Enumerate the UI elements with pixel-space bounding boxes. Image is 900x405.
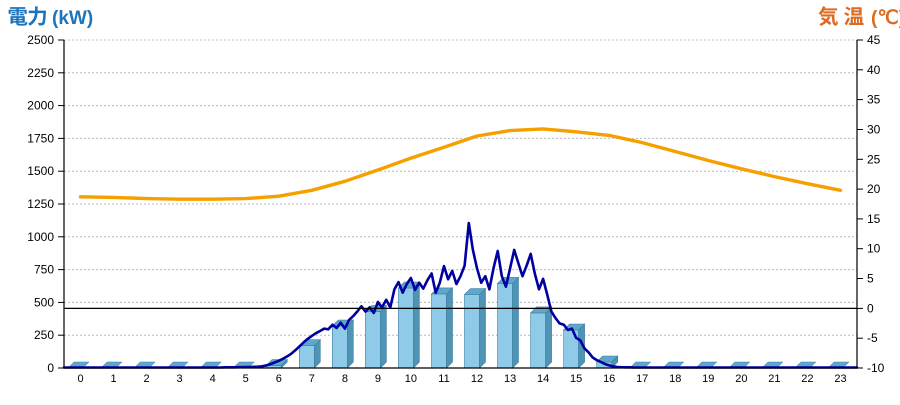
svg-text:1000: 1000 — [27, 230, 54, 244]
svg-text:7: 7 — [309, 373, 315, 385]
svg-text:45: 45 — [867, 33, 881, 47]
svg-text:2500: 2500 — [27, 33, 54, 47]
svg-text:14: 14 — [537, 373, 549, 385]
svg-text:2250: 2250 — [27, 66, 54, 80]
svg-text:750: 750 — [34, 263, 54, 277]
svg-text:15: 15 — [867, 212, 881, 226]
svg-text:17: 17 — [636, 373, 648, 385]
svg-text:15: 15 — [570, 373, 582, 385]
svg-text:35: 35 — [867, 93, 881, 107]
svg-text:12: 12 — [471, 373, 483, 385]
svg-text:30: 30 — [867, 123, 881, 137]
svg-text:23: 23 — [834, 373, 846, 385]
svg-text:20: 20 — [867, 182, 881, 196]
svg-text:(℃): (℃) — [871, 8, 900, 29]
svg-text:6: 6 — [276, 373, 282, 385]
svg-text:0: 0 — [47, 361, 54, 375]
svg-text:1500: 1500 — [27, 164, 54, 178]
svg-text:10: 10 — [405, 373, 417, 385]
svg-text:-10: -10 — [867, 361, 885, 375]
svg-text:16: 16 — [603, 373, 615, 385]
svg-text:3: 3 — [177, 373, 183, 385]
svg-text:20: 20 — [735, 373, 747, 385]
svg-text:0: 0 — [867, 301, 874, 315]
svg-text:250: 250 — [34, 328, 54, 342]
svg-text:-5: -5 — [867, 331, 878, 345]
svg-text:1: 1 — [111, 373, 117, 385]
svg-text:5: 5 — [867, 272, 874, 286]
svg-text:1250: 1250 — [27, 197, 54, 211]
svg-text:13: 13 — [504, 373, 516, 385]
svg-text:22: 22 — [801, 373, 813, 385]
svg-text:8: 8 — [342, 373, 348, 385]
svg-text:19: 19 — [702, 373, 714, 385]
svg-text:2000: 2000 — [27, 99, 54, 113]
svg-text:1750: 1750 — [27, 131, 54, 145]
svg-text:(kW): (kW) — [52, 8, 93, 29]
svg-text:40: 40 — [867, 63, 881, 77]
svg-text:0: 0 — [77, 373, 83, 385]
svg-text:10: 10 — [867, 242, 881, 256]
svg-text:11: 11 — [438, 373, 449, 385]
svg-text:4: 4 — [210, 373, 216, 385]
svg-text:25: 25 — [867, 152, 881, 166]
svg-text:2: 2 — [144, 373, 150, 385]
svg-text:9: 9 — [375, 373, 381, 385]
svg-text:5: 5 — [243, 373, 249, 385]
svg-text:21: 21 — [768, 373, 780, 385]
svg-text:18: 18 — [669, 373, 681, 385]
svg-text:500: 500 — [34, 295, 54, 309]
